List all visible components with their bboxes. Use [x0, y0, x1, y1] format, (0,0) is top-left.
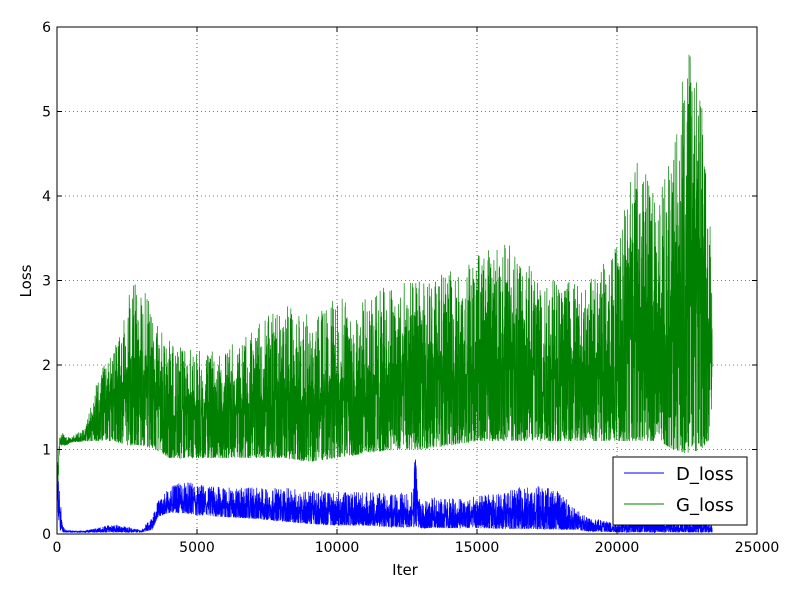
y-tick-label: 1 — [42, 443, 51, 459]
y-tick-label: 2 — [42, 358, 51, 374]
y-tick-label: 4 — [42, 189, 51, 205]
legend-label-d-loss: D_loss — [676, 464, 734, 485]
ticks: 0 5000 10000 15000 20000 25000 0 1 2 3 4 5 6 — [42, 20, 779, 556]
series-line-g-loss — [56, 54, 713, 508]
y-tick-label: 3 — [42, 274, 51, 290]
x-tick-label: 5000 — [179, 540, 215, 556]
x-tick-label: 0 — [53, 540, 62, 556]
y-tick-label: 6 — [42, 20, 51, 36]
series-layer — [56, 54, 713, 534]
legend-box — [612, 456, 748, 526]
x-tick-label: 10000 — [315, 540, 360, 556]
series-line-d-loss — [56, 459, 713, 534]
legend-label-g-loss: G_loss — [676, 495, 734, 516]
x-tick-label: 25000 — [735, 540, 780, 556]
x-tick-label: 20000 — [595, 540, 640, 556]
legend: D_loss G_loss — [612, 456, 748, 526]
y-tick-label: 0 — [42, 527, 51, 543]
y-axis-label: Loss — [17, 264, 35, 297]
y-tick-label: 5 — [42, 105, 51, 121]
x-axis-label: Iter — [392, 561, 419, 579]
x-tick-label: 15000 — [455, 540, 500, 556]
